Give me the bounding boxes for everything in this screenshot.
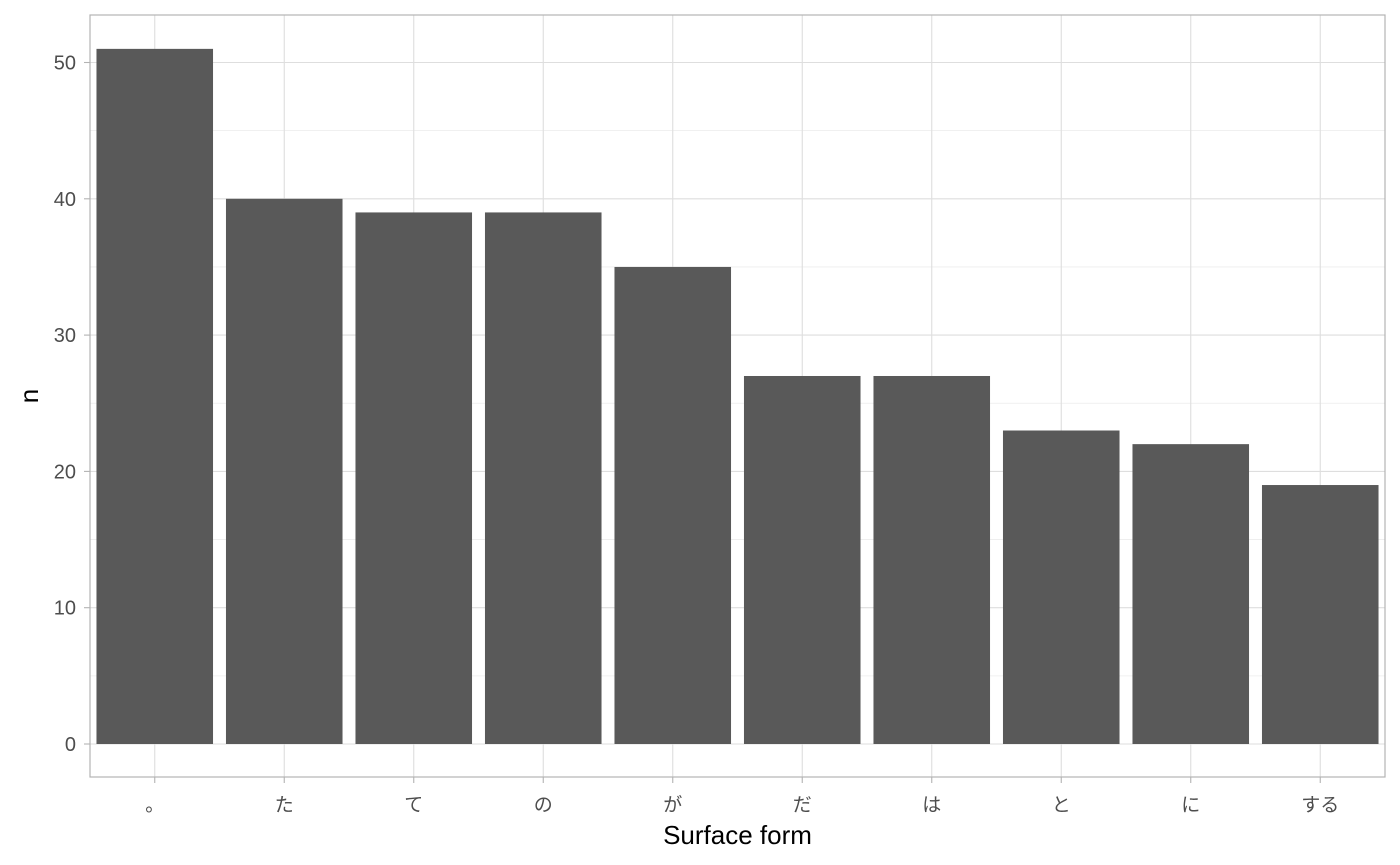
x-tick-label: は bbox=[922, 794, 941, 816]
x-tick-label: の bbox=[534, 794, 553, 816]
bar-8 bbox=[1003, 431, 1120, 744]
bar-2 bbox=[226, 199, 343, 744]
x-tick-label: 。 bbox=[145, 794, 164, 816]
x-tick-label: と bbox=[1052, 794, 1071, 816]
x-tick-label: た bbox=[275, 794, 294, 816]
x-tick-label: だ bbox=[793, 794, 812, 816]
x-tick-label: する bbox=[1301, 794, 1339, 816]
y-axis-title: n bbox=[14, 389, 44, 403]
bar-10 bbox=[1262, 485, 1379, 744]
x-tick-label: に bbox=[1181, 794, 1200, 816]
x-axis-ticks: 。 た て の が だ は と に する bbox=[145, 777, 1339, 816]
bar-3 bbox=[355, 212, 472, 744]
bar-4 bbox=[485, 212, 602, 744]
bar-5 bbox=[614, 267, 731, 744]
y-tick-label: 20 bbox=[54, 461, 76, 483]
y-tick-label: 50 bbox=[54, 53, 76, 75]
x-axis-title: Surface form bbox=[663, 820, 812, 850]
y-tick-label: 40 bbox=[54, 189, 76, 211]
y-tick-label: 30 bbox=[54, 325, 76, 347]
y-axis-ticks: 0 10 20 30 40 50 bbox=[54, 53, 90, 757]
x-tick-label: て bbox=[404, 794, 423, 816]
bar-6 bbox=[744, 376, 861, 744]
x-tick-label: が bbox=[663, 794, 682, 816]
bar-1 bbox=[96, 49, 213, 744]
bar-9 bbox=[1132, 444, 1249, 744]
y-tick-label: 10 bbox=[54, 598, 76, 620]
bar-7 bbox=[873, 376, 990, 744]
y-tick-label: 0 bbox=[65, 734, 76, 756]
